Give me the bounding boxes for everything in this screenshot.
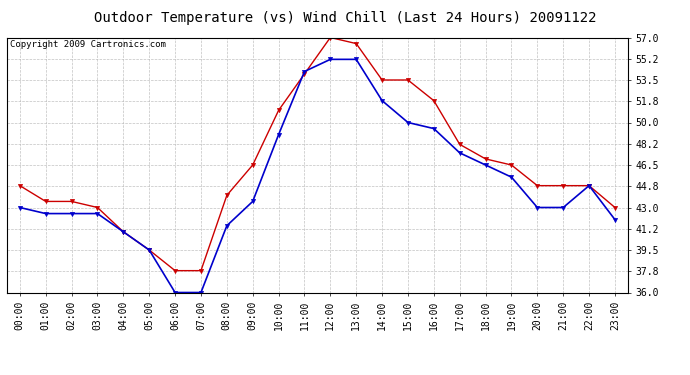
Text: Copyright 2009 Cartronics.com: Copyright 2009 Cartronics.com: [10, 40, 166, 49]
Text: Outdoor Temperature (vs) Wind Chill (Last 24 Hours) 20091122: Outdoor Temperature (vs) Wind Chill (Las…: [94, 11, 596, 25]
